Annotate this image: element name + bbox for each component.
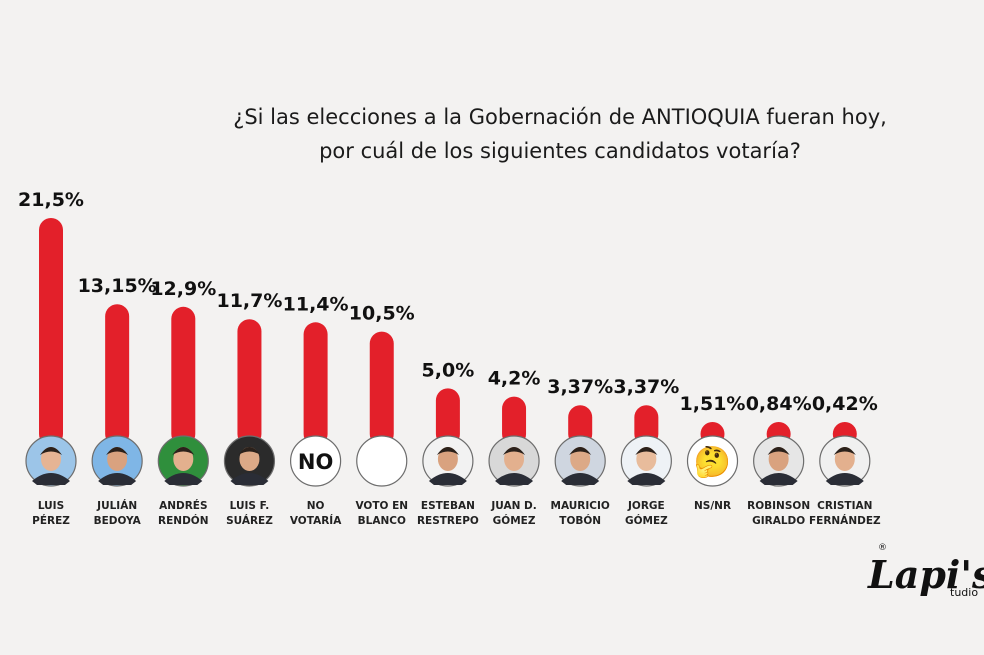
data-label: 11,4%: [283, 293, 349, 315]
avatar-shoulders: [32, 473, 70, 485]
category-label: VOTARÍA: [290, 514, 342, 527]
category-label: FERNÁNDEZ: [809, 514, 881, 527]
avatar-hair: [767, 447, 790, 455]
category-label: RENDÓN: [158, 514, 208, 527]
category-label: LUIS: [38, 500, 64, 512]
category-label: ESTEBAN: [421, 500, 475, 512]
avatar-shoulders: [98, 473, 137, 485]
avatar-hair: [569, 447, 592, 455]
bar: [105, 304, 130, 446]
avatar-face: [834, 447, 855, 471]
category-label: LUIS F.: [230, 500, 270, 512]
category-label: JORGE: [627, 500, 665, 512]
candidate-avatar: [356, 435, 408, 487]
bar: [502, 396, 527, 446]
avatar-shoulders: [825, 473, 864, 485]
data-label: 1,51%: [680, 393, 746, 415]
bar: [568, 405, 593, 446]
bar: [39, 218, 63, 446]
avatar-hair: [833, 447, 856, 455]
candidate-avatar: [686, 435, 739, 487]
avatar-hair: [436, 447, 459, 455]
category-label: RESTREPO: [417, 515, 479, 527]
avatar-hair: [238, 447, 261, 455]
chart-title-line-2: por cuál de los siguientes candidatos vo…: [319, 139, 801, 163]
avatar-face: [173, 447, 194, 471]
avatar-hair: [635, 447, 658, 455]
data-label: 4,2%: [488, 368, 541, 390]
category-label: BEDOYA: [94, 515, 142, 527]
category-label: GIRALDO: [752, 515, 805, 527]
avatar-face: [239, 447, 260, 471]
category-label: PÉREZ: [32, 514, 70, 527]
category-label: NO: [307, 500, 325, 512]
data-label: 0,84%: [746, 393, 812, 415]
bar: [237, 319, 262, 446]
category-label: JUAN D.: [490, 500, 536, 512]
avatar-face: [768, 447, 789, 471]
avatar-hair: [503, 447, 526, 455]
avatar-hair: [40, 447, 62, 455]
avatar-face: [107, 447, 128, 471]
category-label: CRISTIAN: [817, 500, 872, 512]
category-label: SUÁREZ: [226, 514, 273, 527]
avatar-hair: [106, 447, 129, 455]
category-label: VOTO EN: [355, 500, 408, 512]
category-label: TOBÓN: [559, 514, 601, 527]
avatar-face: [504, 447, 525, 471]
bar: [171, 306, 196, 446]
data-label: 21,5%: [18, 189, 84, 211]
bar: [435, 388, 460, 446]
category-label: GÓMEZ: [493, 514, 536, 527]
category-label: NS/NR: [694, 500, 731, 512]
avatar-shoulders: [230, 473, 269, 485]
candidate-avatar: [290, 435, 342, 487]
category-label: ANDRÉS: [159, 499, 207, 512]
data-label: 10,5%: [349, 303, 415, 325]
category-label: BLANCO: [358, 515, 406, 527]
category-label: ROBINSON: [747, 500, 810, 512]
avatar-hair: [172, 447, 195, 455]
avatar-shoulders: [164, 473, 203, 485]
data-label: 3,37%: [547, 376, 613, 398]
registered-mark: ®: [878, 543, 887, 553]
avatar-shoulders: [561, 473, 600, 485]
data-label: 12,9%: [150, 278, 216, 300]
data-label: 5,0%: [422, 359, 475, 381]
brand-logo: ® Lapi's tudio: [867, 543, 984, 599]
data-label: 13,15%: [78, 275, 157, 297]
thinking-face-icon: 🤔: [694, 445, 731, 480]
chart-title: ¿Si las elecciones a la Gobernación de A…: [200, 100, 920, 168]
chart-title-line-1: ¿Si las elecciones a la Gobernación de A…: [233, 105, 887, 129]
logo-suffix-text: tudio: [950, 586, 978, 599]
data-label: 11,7%: [216, 290, 282, 312]
data-label: 0,42%: [812, 393, 878, 415]
avatar-no-text: NO: [298, 450, 333, 474]
avatar-shoulders: [495, 473, 534, 485]
logo-main-text: Lapi's: [867, 552, 984, 597]
avatar-face: [570, 447, 591, 471]
avatar-shoulders: [627, 473, 666, 485]
avatar-shoulders: [428, 473, 467, 485]
bar: [369, 331, 394, 446]
category-label: JULIÁN: [96, 499, 137, 512]
bar: [303, 322, 328, 446]
bar: [634, 405, 659, 446]
avatar-shoulders: [759, 473, 798, 485]
avatar-face: [41, 447, 61, 471]
data-label: 3,37%: [613, 376, 679, 398]
category-label: GÓMEZ: [625, 514, 668, 527]
avatar-face: [437, 447, 458, 471]
avatar-face: [636, 447, 657, 471]
category-label: MAURICIO: [551, 500, 610, 512]
